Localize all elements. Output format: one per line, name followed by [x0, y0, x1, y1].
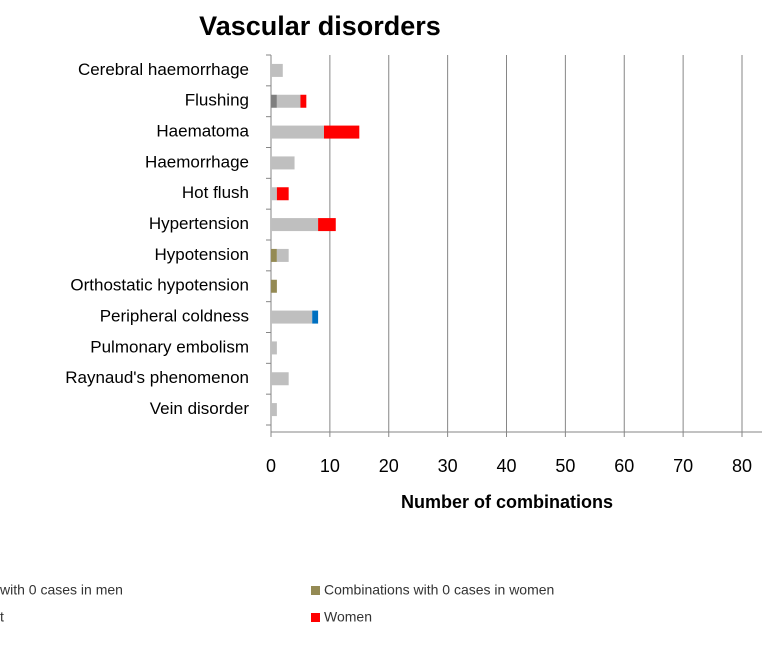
y-tick-label: Haemorrhage — [145, 152, 249, 171]
bar-segment — [276, 187, 289, 201]
y-tick-label: Hot flush — [182, 183, 249, 202]
bar-segment — [271, 218, 319, 232]
bar-segment — [300, 94, 307, 108]
y-tick-label: Orthostatic hypotension — [70, 276, 249, 295]
x-tick-label: 30 — [438, 456, 458, 476]
bar-segment — [271, 187, 277, 201]
y-tick-label: Hypertension — [149, 214, 249, 233]
x-tick-label: 70 — [673, 456, 693, 476]
legend-label: t — [0, 609, 4, 625]
y-tick-label: Flushing — [185, 91, 249, 110]
y-tick-label: Cerebral haemorrhage — [78, 60, 249, 79]
bar-segment — [318, 218, 336, 232]
y-tick-label: Pulmonary embolism — [90, 337, 249, 356]
legend-label: Women — [324, 609, 372, 625]
bar-segment — [271, 125, 324, 139]
bar-segment — [276, 94, 301, 108]
chart-title: Vascular disorders — [199, 11, 441, 41]
bar-segment — [271, 94, 277, 108]
x-tick-label: 0 — [266, 456, 276, 476]
bar-segment — [271, 248, 277, 262]
y-tick-label: Peripheral coldness — [100, 307, 249, 326]
bar-segment — [271, 63, 283, 77]
bar-segment — [271, 403, 277, 417]
legend-label: Combinations with 0 cases in women — [324, 582, 554, 598]
x-tick-label: 40 — [496, 456, 516, 476]
bar-segment — [271, 156, 295, 170]
x-tick-label: 20 — [379, 456, 399, 476]
bar-segment — [271, 372, 289, 386]
x-tick-label: 80 — [732, 456, 752, 476]
y-tick-label: Vein disorder — [150, 399, 250, 418]
y-tick-label: Raynaud's phenomenon — [65, 368, 249, 387]
x-tick-label: 50 — [555, 456, 575, 476]
legend-swatch — [311, 613, 320, 622]
x-tick-label: 10 — [320, 456, 340, 476]
legend-swatch — [311, 586, 320, 595]
y-tick-label: Haematoma — [156, 122, 249, 141]
y-tick-label: Hypotension — [154, 245, 249, 264]
bar-segment — [323, 125, 360, 139]
bar-segment — [271, 310, 313, 324]
x-tick-label: 60 — [614, 456, 634, 476]
x-axis-label: Number of combinations — [401, 492, 613, 512]
bar-segment — [276, 248, 289, 262]
legend-label: with 0 cases in men — [0, 582, 123, 598]
bar-segment — [271, 341, 277, 355]
bar-segment — [312, 310, 319, 324]
bar-segment — [271, 279, 277, 293]
